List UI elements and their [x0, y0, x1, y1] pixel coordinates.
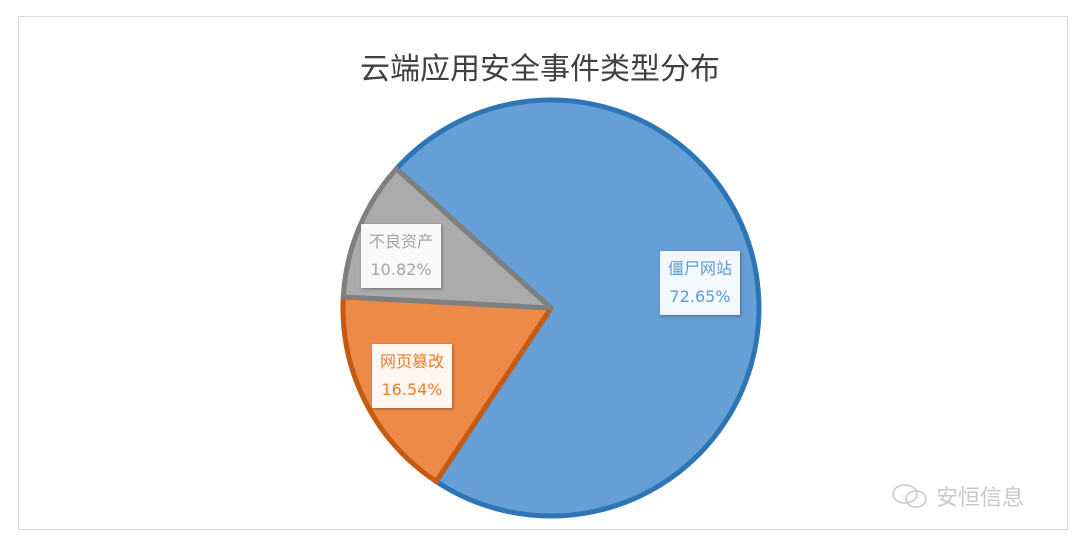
slice-value: 16.54% [381, 380, 443, 399]
watermark-text: 安恒信息 [936, 486, 1025, 511]
slice-value: 10.82% [370, 260, 432, 279]
slice-data-label: 网页篡改 16.54% [372, 344, 453, 408]
slice-label: 僵尸网站 [668, 259, 733, 278]
slice-data-label: 不良资产 10.82% [361, 224, 442, 288]
pie-slice [393, 97, 762, 519]
slice-label: 不良资产 [369, 232, 434, 251]
chart-title: 云端应用安全事件类型分布 [360, 52, 720, 87]
slice-value: 72.65% [669, 287, 731, 306]
slice-data-label: 僵尸网站 72.65% [660, 251, 741, 315]
watermark: 安恒信息 [890, 480, 1024, 512]
slice-label: 网页篡改 [380, 352, 445, 371]
wechat-icon [892, 484, 927, 508]
